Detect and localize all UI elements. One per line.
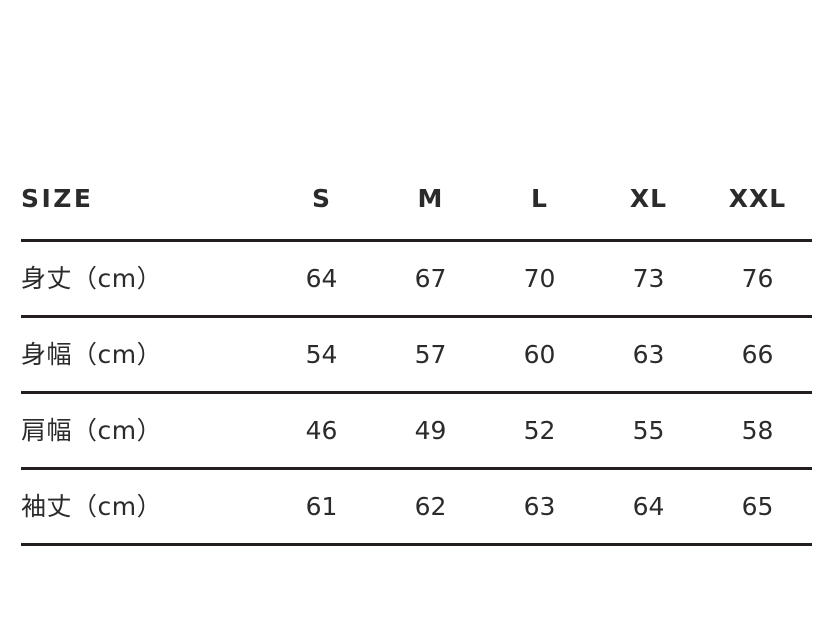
cell-body-length-xl: 73: [594, 240, 703, 318]
size-chart-table: SIZE S M L XL XXL 身丈（cm） 64 67 70 73 76: [21, 165, 812, 546]
cell-shoulder-width-xxl: 58: [703, 392, 812, 470]
cell-sleeve-length-m: 62: [376, 468, 485, 546]
cell-shoulder-width-l: 52: [485, 392, 594, 470]
column-header-m: M: [376, 165, 485, 242]
column-header-size-label: SIZE: [21, 165, 267, 242]
table-row: 身幅（cm） 54 57 60 63 66: [21, 316, 812, 394]
cell-sleeve-length-l: 63: [485, 468, 594, 546]
column-header-xxl: XXL: [703, 165, 812, 242]
cell-body-width-xl: 63: [594, 316, 703, 394]
row-label-body-length: 身丈（cm）: [21, 240, 267, 318]
row-label-sleeve-length: 袖丈（cm）: [21, 468, 267, 546]
cell-sleeve-length-xl: 64: [594, 468, 703, 546]
cell-body-length-l: 70: [485, 240, 594, 318]
cell-body-length-s: 64: [267, 240, 376, 318]
table-row: 袖丈（cm） 61 62 63 64 65: [21, 468, 812, 546]
cell-body-width-xxl: 66: [703, 316, 812, 394]
row-label-body-width: 身幅（cm）: [21, 316, 267, 394]
cell-body-width-l: 60: [485, 316, 594, 394]
cell-sleeve-length-s: 61: [267, 468, 376, 546]
cell-shoulder-width-m: 49: [376, 392, 485, 470]
cell-sleeve-length-xxl: 65: [703, 468, 812, 546]
cell-body-width-m: 57: [376, 316, 485, 394]
row-label-shoulder-width: 肩幅（cm）: [21, 392, 267, 470]
table-row: 身丈（cm） 64 67 70 73 76: [21, 240, 812, 318]
table-row: 肩幅（cm） 46 49 52 55 58: [21, 392, 812, 470]
cell-body-length-xxl: 76: [703, 240, 812, 318]
cell-body-length-m: 67: [376, 240, 485, 318]
cell-shoulder-width-s: 46: [267, 392, 376, 470]
cell-shoulder-width-xl: 55: [594, 392, 703, 470]
column-header-s: S: [267, 165, 376, 242]
cell-body-width-s: 54: [267, 316, 376, 394]
column-header-l: L: [485, 165, 594, 242]
column-header-xl: XL: [594, 165, 703, 242]
size-table-container: SIZE S M L XL XXL 身丈（cm） 64 67 70 73 76: [21, 165, 812, 546]
table-header-row: SIZE S M L XL XXL: [21, 165, 812, 242]
